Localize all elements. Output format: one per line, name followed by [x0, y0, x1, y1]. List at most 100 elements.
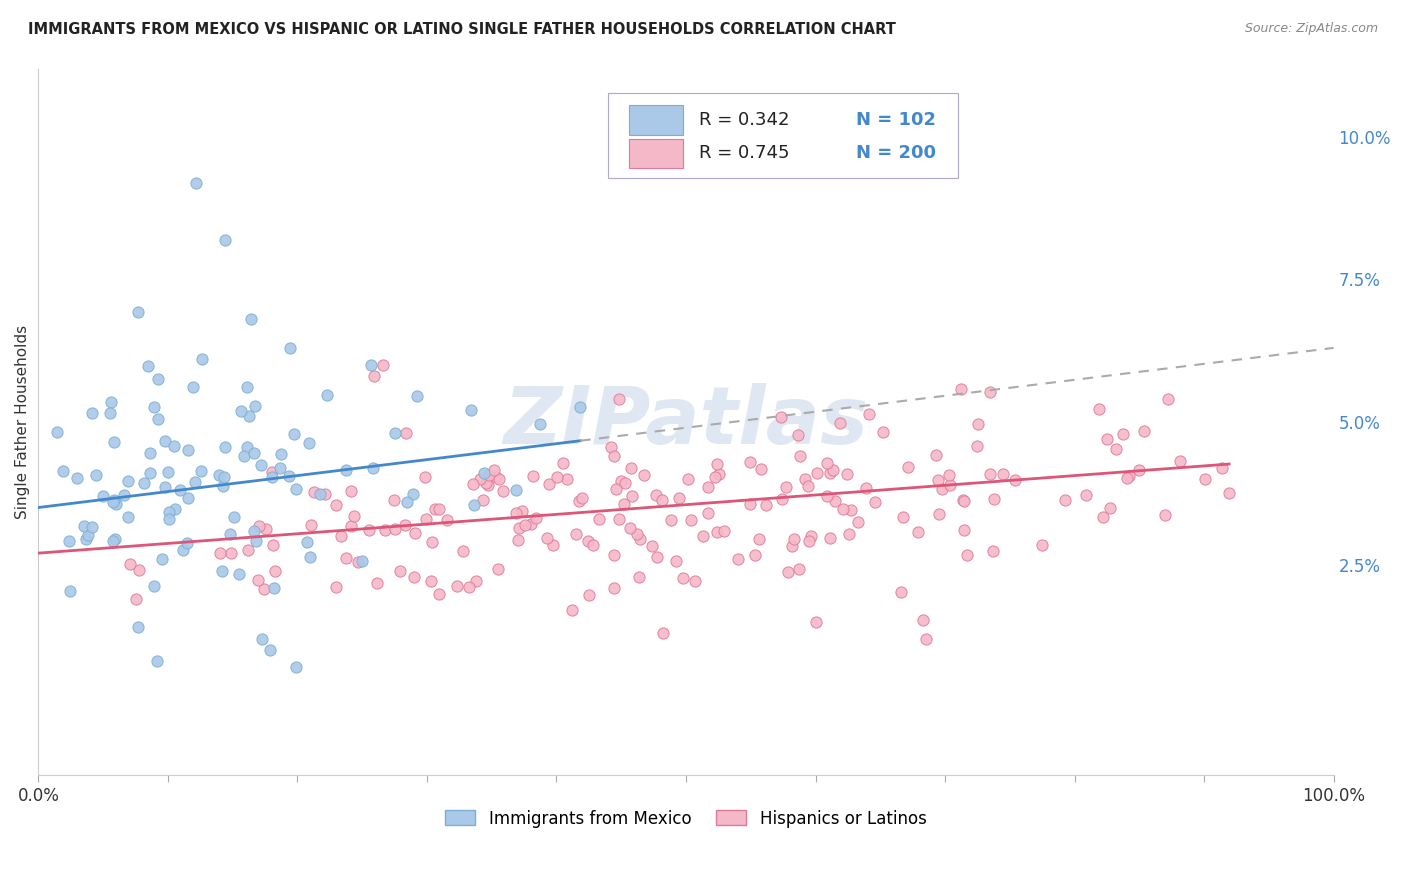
Point — [463, 499, 485, 513]
Point — [146, 412, 169, 426]
Point — [340, 484, 363, 499]
Point — [224, 510, 246, 524]
Point — [838, 527, 860, 541]
Point — [66, 470, 89, 484]
Point — [75, 532, 97, 546]
Point — [214, 233, 236, 247]
Point — [243, 524, 266, 538]
Point — [52, 464, 75, 478]
Point — [928, 508, 950, 522]
Point — [350, 554, 373, 568]
Point — [214, 440, 236, 454]
Point — [298, 436, 321, 450]
Point — [966, 439, 988, 453]
Point — [522, 468, 544, 483]
Point — [485, 470, 508, 484]
Point — [966, 417, 988, 431]
Point — [360, 358, 382, 372]
Point — [299, 518, 322, 533]
Point — [371, 358, 394, 372]
Point — [603, 449, 626, 463]
Point — [799, 534, 821, 549]
Point — [820, 531, 842, 545]
Point — [796, 479, 818, 493]
Point — [1128, 462, 1150, 476]
Point — [229, 404, 252, 418]
Point — [118, 557, 141, 571]
Point — [770, 492, 793, 507]
Point — [953, 523, 976, 537]
Point — [907, 525, 929, 540]
Point — [858, 407, 880, 421]
Point — [704, 469, 727, 483]
Point — [269, 461, 291, 475]
Point — [262, 470, 284, 484]
Point — [953, 493, 976, 508]
Point — [101, 495, 124, 509]
Text: IMMIGRANTS FROM MEXICO VS HISPANIC OR LATINO SINGLE FATHER HOUSEHOLDS CORRELATIO: IMMIGRANTS FROM MEXICO VS HISPANIC OR LA… — [28, 22, 896, 37]
Point — [190, 351, 212, 366]
Point — [446, 579, 468, 593]
Point — [506, 533, 529, 548]
Point — [607, 512, 630, 526]
Point — [776, 565, 799, 579]
Point — [477, 478, 499, 492]
Point — [394, 425, 416, 440]
Point — [610, 474, 633, 488]
Point — [270, 447, 292, 461]
Point — [389, 564, 412, 578]
Point — [427, 587, 450, 601]
Point — [73, 519, 96, 533]
Point — [214, 470, 236, 484]
Point — [190, 464, 212, 478]
Point — [163, 440, 186, 454]
Point — [252, 582, 274, 597]
Point — [186, 176, 208, 190]
Point — [1115, 471, 1137, 485]
Point — [263, 564, 285, 578]
Point — [183, 380, 205, 394]
Point — [468, 472, 491, 486]
Point — [298, 550, 321, 565]
Point — [478, 468, 501, 483]
Point — [139, 466, 162, 480]
Point — [706, 525, 728, 540]
Point — [1153, 508, 1175, 522]
Point — [603, 582, 626, 596]
Point — [142, 579, 165, 593]
Point — [1095, 433, 1118, 447]
Text: Source: ZipAtlas.com: Source: ZipAtlas.com — [1244, 22, 1378, 36]
Text: R = 0.745: R = 0.745 — [699, 145, 789, 162]
Point — [157, 505, 180, 519]
Point — [749, 462, 772, 476]
Point — [582, 538, 605, 552]
Point — [640, 539, 662, 553]
Point — [169, 483, 191, 498]
Point — [775, 479, 797, 493]
Point — [1132, 425, 1154, 439]
FancyBboxPatch shape — [628, 105, 683, 135]
Point — [406, 389, 429, 403]
Point — [569, 400, 592, 414]
Point — [335, 550, 357, 565]
Point — [696, 480, 718, 494]
Point — [651, 492, 673, 507]
Point — [911, 614, 934, 628]
Point — [938, 478, 960, 492]
Point — [472, 492, 495, 507]
Point — [537, 477, 560, 491]
Point — [1098, 500, 1121, 515]
Point — [163, 502, 186, 516]
Point — [1105, 442, 1128, 457]
Point — [91, 489, 114, 503]
Point — [619, 520, 641, 534]
Point — [103, 434, 125, 449]
Point — [683, 574, 706, 588]
Point — [335, 463, 357, 477]
Point — [250, 632, 273, 646]
Point — [247, 519, 270, 533]
Point — [240, 312, 263, 326]
Point — [755, 499, 778, 513]
Point — [561, 603, 583, 617]
Point — [402, 570, 425, 584]
